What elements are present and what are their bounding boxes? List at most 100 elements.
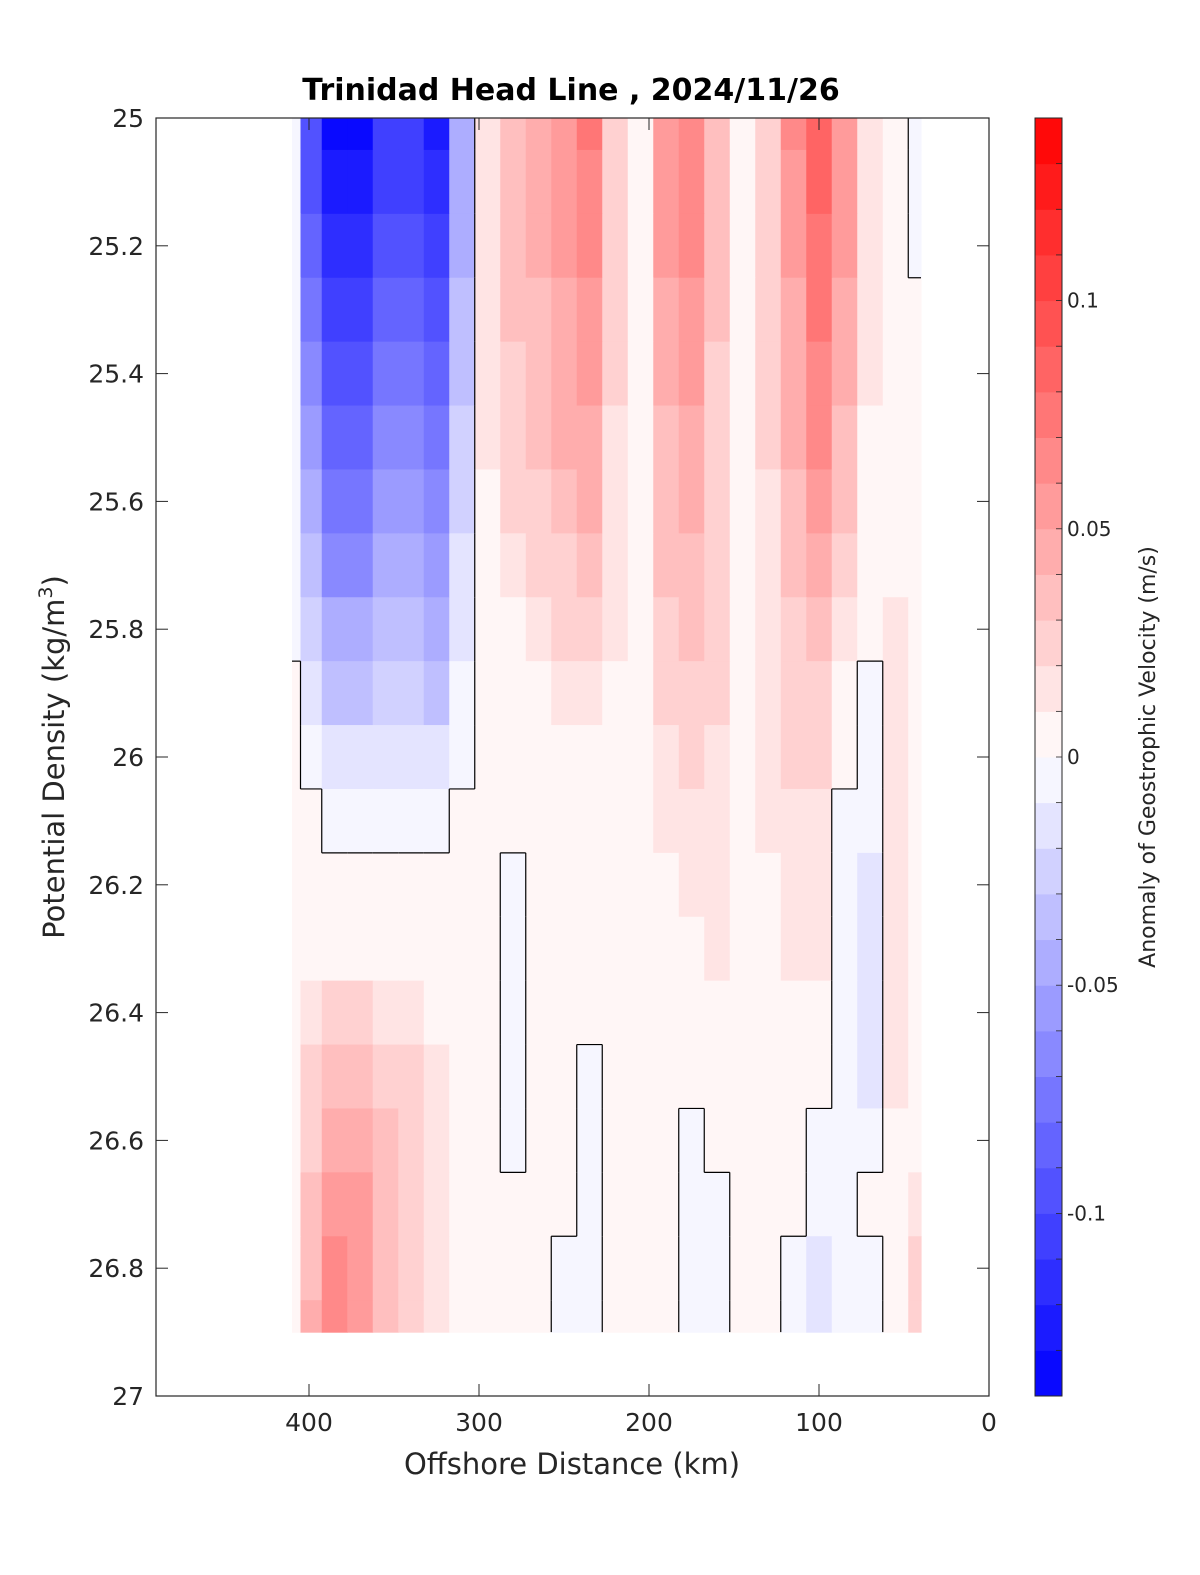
heatmap-cell (831, 725, 858, 790)
heatmap-cell (292, 1172, 302, 1237)
heatmap-cell (525, 341, 552, 407)
colorbar-tick-label: 0.05 (1067, 517, 1112, 541)
heatmap-cell (398, 980, 425, 1046)
heatmap-cell (423, 1044, 450, 1110)
heatmap-cell (292, 213, 302, 279)
heatmap-cell (449, 788, 476, 854)
x-tick-label: 0 (981, 1408, 997, 1437)
heatmap-cell (729, 725, 756, 790)
heatmap-cell (780, 1172, 807, 1237)
heatmap-cell (321, 149, 348, 215)
heatmap-cell (704, 405, 731, 471)
heatmap-cell (780, 213, 807, 279)
heatmap-cell (525, 1108, 552, 1173)
heatmap-cell (500, 597, 527, 662)
x-tick-label: 100 (795, 1408, 843, 1437)
heatmap-cell (398, 1108, 425, 1173)
heatmap-cell (806, 661, 833, 726)
heatmap-cell (372, 277, 399, 343)
heatmap-cell (704, 1044, 731, 1110)
heatmap-cell (908, 533, 922, 598)
heatmap-cell (882, 1044, 909, 1110)
heatmap-cell (653, 661, 680, 726)
heatmap-cell (347, 1236, 374, 1301)
heatmap-cell (857, 341, 884, 407)
heatmap-cell (525, 1044, 552, 1110)
heatmap-cell (780, 661, 807, 726)
colorbar-segment (1035, 391, 1062, 438)
heatmap-cell (627, 405, 654, 471)
heatmap-cell (474, 980, 501, 1046)
heatmap-cell (653, 469, 680, 534)
heatmap-cell (500, 980, 527, 1046)
heatmap-cell (831, 213, 858, 279)
heatmap-cell (831, 788, 858, 854)
heatmap-cell (500, 1236, 527, 1301)
heatmap-cell (321, 469, 348, 534)
heatmap-cell (500, 1108, 527, 1173)
heatmap-cell (300, 1044, 323, 1110)
heatmap-cell (653, 1108, 680, 1173)
heatmap-cell (292, 533, 302, 598)
heatmap-cell (347, 341, 374, 407)
heatmap-cell (627, 980, 654, 1046)
heatmap-cell (551, 725, 578, 790)
colorbar-segment (1035, 757, 1062, 804)
heatmap-cell (602, 1236, 629, 1301)
heatmap-cell (500, 852, 527, 918)
heatmap-cell (653, 725, 680, 790)
chart-title: Trinidad Head Line , 2024/11/26 (302, 73, 839, 108)
heatmap-cell (755, 277, 782, 343)
heatmap-cell (882, 1236, 909, 1301)
heatmap-cell (653, 533, 680, 598)
heatmap-cell (908, 788, 922, 854)
heatmap-cell (602, 661, 629, 726)
heatmap-cell (300, 533, 323, 598)
heatmap-cell (551, 1172, 578, 1237)
heatmap-cell (653, 597, 680, 662)
heatmap-cell (755, 980, 782, 1046)
heatmap-cell (653, 1172, 680, 1237)
colorbar-frame (1034, 117, 1063, 1397)
heatmap-cell (321, 341, 348, 407)
colorbar (1035, 118, 1062, 1397)
heatmap-cell (908, 1236, 922, 1301)
heatmap-cell (806, 533, 833, 598)
heatmap-cell (831, 149, 858, 215)
heatmap-cell (882, 788, 909, 854)
heatmap-cell (474, 1300, 501, 1333)
heatmap-cell (300, 149, 323, 215)
heatmap-cell (423, 469, 450, 534)
heatmap-cell (525, 916, 552, 982)
heatmap-cell (882, 533, 909, 598)
heatmap-cell (678, 725, 705, 790)
heatmap-cell (423, 597, 450, 662)
heatmap-cell (474, 597, 501, 662)
heatmap-cell (474, 277, 501, 343)
heatmap-cell (576, 1172, 603, 1237)
heatmap-cell (474, 405, 501, 471)
heatmap-cell (780, 980, 807, 1046)
heatmap-cell (347, 213, 374, 279)
heatmap-cell (321, 1108, 348, 1173)
heatmap-cell (398, 1044, 425, 1110)
heatmap-cell (806, 1044, 833, 1110)
heatmap-cell (780, 533, 807, 598)
heatmap-cell (576, 725, 603, 790)
heatmap-cell (576, 852, 603, 918)
heatmap-cell (525, 661, 552, 726)
y-axis-label-main: Potential Density (kg/m (37, 599, 71, 939)
heatmap-cell (729, 1236, 756, 1301)
heatmap-cell (882, 277, 909, 343)
heatmap-cell (372, 341, 399, 407)
heatmap-cell (831, 597, 858, 662)
heatmap-cell (857, 916, 884, 982)
heatmap-cell (908, 980, 922, 1046)
heatmap-cell (372, 149, 399, 215)
heatmap-cell (857, 533, 884, 598)
heatmap-cell (551, 1108, 578, 1173)
heatmap-cell (831, 118, 858, 151)
x-axis-ticks: 400 300 200 100 0 (285, 118, 997, 1437)
heatmap-cell (449, 1108, 476, 1173)
